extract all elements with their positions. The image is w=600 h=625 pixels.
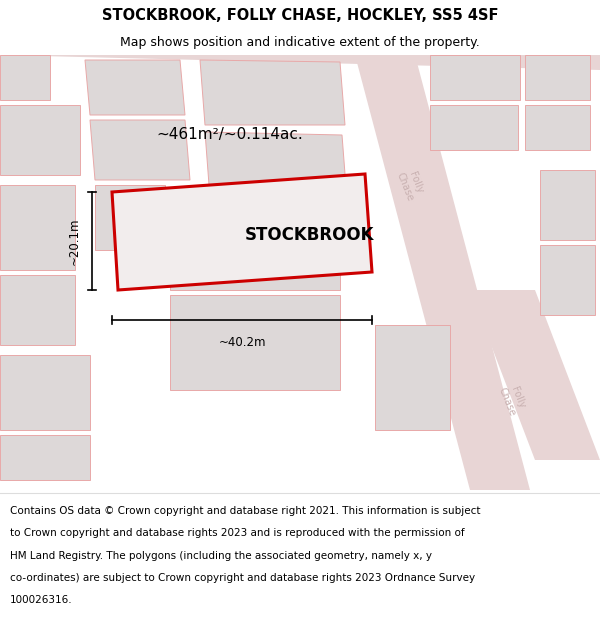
Polygon shape [0, 435, 90, 480]
Polygon shape [470, 290, 600, 460]
Text: co-ordinates) are subject to Crown copyright and database rights 2023 Ordnance S: co-ordinates) are subject to Crown copyr… [10, 573, 475, 583]
Polygon shape [430, 55, 520, 100]
Polygon shape [0, 55, 600, 70]
Text: STOCKBROOK: STOCKBROOK [245, 226, 375, 244]
Polygon shape [525, 105, 590, 150]
Polygon shape [430, 105, 518, 150]
Polygon shape [205, 132, 347, 200]
Text: to Crown copyright and database rights 2023 and is reproduced with the permissio: to Crown copyright and database rights 2… [10, 529, 465, 539]
Polygon shape [170, 295, 340, 390]
Polygon shape [0, 275, 75, 345]
Polygon shape [0, 185, 75, 270]
Text: STOCKBROOK, FOLLY CHASE, HOCKLEY, SS5 4SF: STOCKBROOK, FOLLY CHASE, HOCKLEY, SS5 4S… [102, 8, 498, 23]
Polygon shape [540, 245, 595, 315]
Polygon shape [90, 120, 190, 180]
Text: ~461m²/~0.114ac.: ~461m²/~0.114ac. [157, 127, 304, 142]
Polygon shape [525, 55, 590, 100]
Polygon shape [170, 270, 340, 290]
Polygon shape [85, 60, 185, 115]
Polygon shape [112, 174, 372, 290]
Text: Contains OS data © Crown copyright and database right 2021. This information is : Contains OS data © Crown copyright and d… [10, 506, 481, 516]
Text: HM Land Registry. The polygons (including the associated geometry, namely x, y: HM Land Registry. The polygons (includin… [10, 551, 432, 561]
Text: Map shows position and indicative extent of the property.: Map shows position and indicative extent… [120, 36, 480, 49]
Polygon shape [0, 355, 90, 430]
Text: 100026316.: 100026316. [10, 595, 73, 605]
Polygon shape [95, 185, 165, 250]
Polygon shape [0, 55, 50, 100]
Polygon shape [375, 325, 450, 430]
Polygon shape [355, 55, 530, 490]
Text: ~40.2m: ~40.2m [218, 336, 266, 349]
Text: Folly
Chase: Folly Chase [496, 382, 527, 418]
Text: Folly
Chase: Folly Chase [394, 167, 425, 203]
Polygon shape [540, 170, 595, 240]
Polygon shape [200, 60, 345, 125]
Text: ~20.1m: ~20.1m [67, 217, 80, 265]
Polygon shape [0, 105, 80, 175]
